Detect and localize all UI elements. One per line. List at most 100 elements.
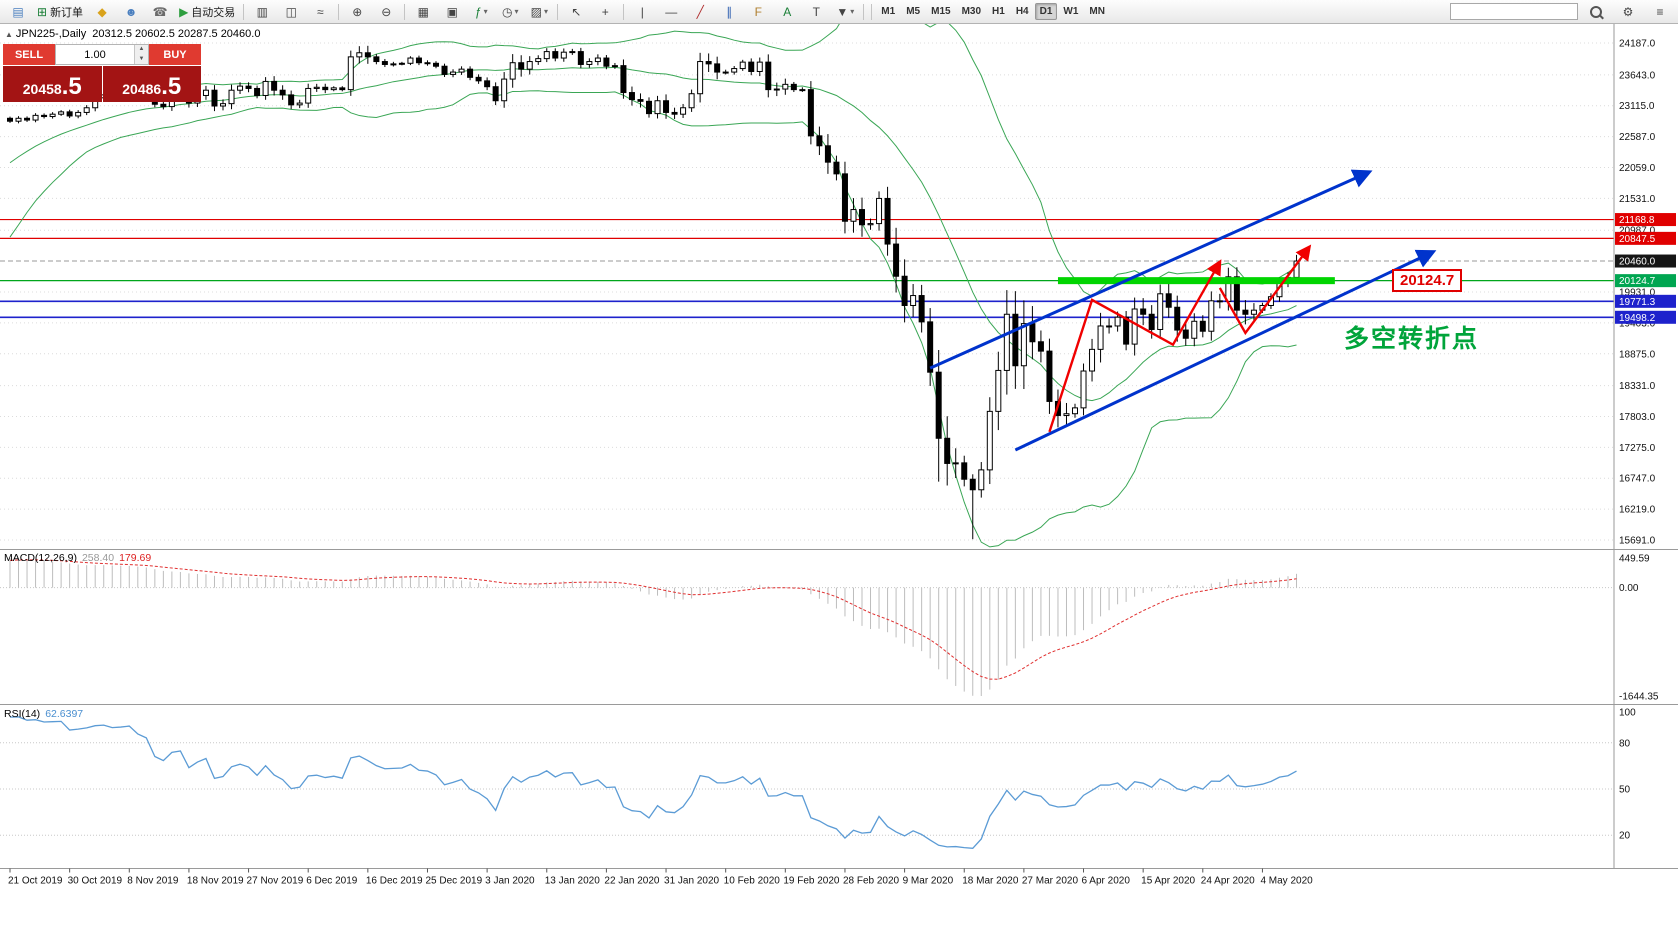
candle xyxy=(884,186,891,256)
candle xyxy=(535,55,542,65)
mql5-market-icon[interactable]: ◆ xyxy=(88,1,116,23)
rsi-line xyxy=(9,716,1297,849)
timeframe-m5[interactable]: M5 xyxy=(906,6,921,17)
candle xyxy=(859,197,865,237)
candle xyxy=(254,85,261,99)
horizontal-line-icon[interactable]: — xyxy=(657,1,685,23)
candle xyxy=(901,259,908,323)
text-icon[interactable]: A xyxy=(773,1,801,23)
fibonacci-icon[interactable]: F xyxy=(744,1,772,23)
menu-button[interactable]: ≡ xyxy=(1646,1,1674,23)
candle xyxy=(739,59,746,71)
pivot-thick-segment[interactable] xyxy=(1057,277,1335,285)
templates-icon[interactable]: ▨ ▾ xyxy=(525,1,553,23)
buy-price-main: 20486 xyxy=(122,81,162,97)
shapes-icon[interactable]: ▼ ▾ xyxy=(831,1,859,23)
candlestick-chart-icon: ◫ xyxy=(285,4,297,19)
impulse-arrow-path[interactable] xyxy=(1048,259,1222,433)
date-axis-label: 25 Dec 2019 xyxy=(425,876,482,887)
channel-icon[interactable]: ∥ xyxy=(715,1,743,23)
settings-button[interactable]: ⚙ xyxy=(1614,1,1642,23)
candle xyxy=(577,47,584,69)
candle xyxy=(1063,402,1070,427)
chart-title-marker-icon: ▲ xyxy=(5,30,13,39)
candle xyxy=(978,462,985,498)
trendline-icon[interactable]: ╱ xyxy=(686,1,714,23)
candle xyxy=(705,53,712,72)
candle xyxy=(441,63,448,77)
candle xyxy=(475,74,482,84)
indicators-icon[interactable]: ƒ ▾ xyxy=(467,1,495,23)
search-button[interactable] xyxy=(1582,1,1610,23)
candle xyxy=(628,86,635,106)
auto-arrange-icon: ▣ xyxy=(446,4,458,19)
candle xyxy=(867,218,874,230)
volume-increase-button[interactable]: ▲ xyxy=(135,45,148,55)
cursor-icon[interactable]: ↖ xyxy=(562,1,590,23)
candle xyxy=(526,56,533,75)
bollinger-middle-band xyxy=(9,66,1297,402)
candle xyxy=(1012,291,1019,389)
candle xyxy=(646,97,652,118)
new-chart-icon: ▤ xyxy=(12,4,24,19)
price-axis-strip xyxy=(1614,24,1678,949)
date-axis-label: 16 Dec 2019 xyxy=(366,876,423,887)
separator xyxy=(863,3,865,20)
candle xyxy=(1199,315,1206,338)
timeframe-d1[interactable]: D1 xyxy=(1034,3,1058,20)
candle xyxy=(680,103,687,118)
bar-chart-icon[interactable]: ▥ xyxy=(248,1,276,23)
sell-button[interactable]: SELL xyxy=(3,44,55,65)
timeframe-mn[interactable]: MN xyxy=(1089,6,1105,17)
volume-decrease-button[interactable]: ▼ xyxy=(135,54,148,64)
timeframe-w1[interactable]: W1 xyxy=(1063,6,1079,17)
zoom-out-icon[interactable]: ⊖ xyxy=(372,1,400,23)
timeframe-m15[interactable]: M15 xyxy=(931,6,951,17)
buy-price-button[interactable]: 20486.5 xyxy=(102,66,201,102)
autotrade-button[interactable]: ▶ 自动交易 xyxy=(175,1,239,23)
candle xyxy=(1191,313,1198,347)
candle xyxy=(296,99,303,109)
date-axis-label: 9 Mar 2020 xyxy=(903,876,954,887)
chart-canvas[interactable]: 24187.0 23643.0 23115.0 22587.0 22059.0 21531… xyxy=(0,24,1678,949)
candle xyxy=(458,66,465,75)
periods-icon[interactable]: ◷ ▾ xyxy=(496,1,524,23)
candlestick-chart-icon[interactable]: ◫ xyxy=(277,1,305,23)
price-badge-label: 20460.0 xyxy=(1619,257,1656,268)
candle xyxy=(484,77,491,91)
vertical-line-icon[interactable]: | xyxy=(628,1,656,23)
price-badge xyxy=(1615,254,1676,268)
tile-windows-icon[interactable]: ▦ xyxy=(409,1,437,23)
price-axis-label: 22059.0 xyxy=(1619,163,1656,174)
timeframe-m1[interactable]: M1 xyxy=(881,6,896,17)
trendline[interactable] xyxy=(929,169,1373,370)
label-icon[interactable]: T xyxy=(802,1,830,23)
candle xyxy=(594,54,601,66)
crosshair-icon[interactable]: + xyxy=(591,1,619,23)
timeframe-m30[interactable]: M30 xyxy=(961,6,982,17)
new-chart-icon[interactable]: ▤ xyxy=(4,1,32,23)
timeframe-h1[interactable]: H1 xyxy=(992,6,1005,17)
price-axis-label: 18875.0 xyxy=(1619,349,1656,360)
turning-point-annotation: 多空转折点 xyxy=(1344,325,1480,353)
candle xyxy=(1208,291,1215,341)
buy-button[interactable]: BUY xyxy=(149,44,201,65)
price-badge xyxy=(1615,294,1676,308)
community-icon[interactable]: ☻ xyxy=(117,1,145,23)
timeframe-h4[interactable]: H4 xyxy=(1015,6,1029,17)
volume-input[interactable] xyxy=(56,45,134,64)
zoom-in-icon[interactable]: ⊕ xyxy=(343,1,371,23)
candle xyxy=(654,95,661,119)
sell-price-button[interactable]: 20458.5 xyxy=(3,66,102,102)
price-axis-label: 16747.0 xyxy=(1619,474,1656,485)
new-order-button[interactable]: ⊞ 新订单 xyxy=(33,1,87,23)
search-input[interactable] xyxy=(1450,3,1578,20)
impulse-arrow-path[interactable] xyxy=(1218,244,1312,336)
candle xyxy=(1089,338,1096,382)
line-chart-icon[interactable]: ≈ xyxy=(306,1,334,23)
date-axis-label: 3 Jan 2020 xyxy=(485,876,535,887)
trendline[interactable] xyxy=(1014,249,1437,452)
toolbar-left-group: ▤ ⊞ 新订单 ◆ ☻ ☎ ▶ 自动交易 ▥ ◫ ≈ ⊕ ⊖ ▦ ▣ ƒ ▾ ◷ ▾ ▨ ▾ ↖ + | — ╱ ∥ F A T ▼ ▾ xyxy=(4,1,867,23)
support-icon[interactable]: ☎ xyxy=(146,1,174,23)
auto-arrange-icon[interactable]: ▣ xyxy=(438,1,466,23)
